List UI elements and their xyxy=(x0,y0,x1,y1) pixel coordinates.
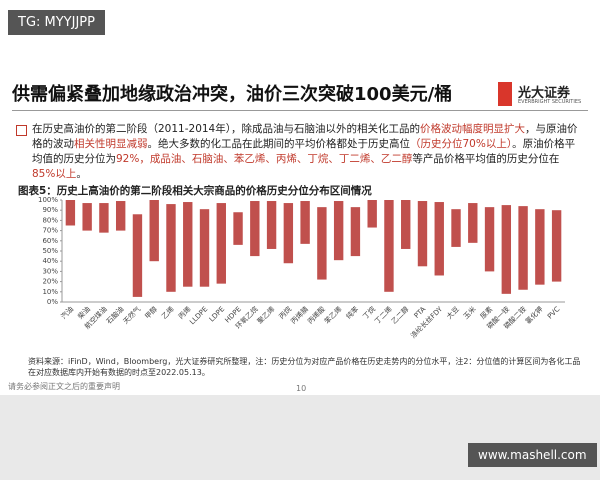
text: 。绝大多数的化工品在此期间的平均价格都处于历史高位 xyxy=(147,138,411,150)
highlight-text: 相关性明显减弱 xyxy=(74,138,148,150)
logo-mark xyxy=(498,82,512,106)
x-tick-label: 丁二烯 xyxy=(373,304,394,325)
text: 。 xyxy=(76,168,87,180)
range-bar xyxy=(535,209,545,285)
range-bar xyxy=(250,201,260,257)
x-tick-label: 苯乙烯 xyxy=(322,304,343,325)
y-tick-label: 60% xyxy=(42,237,58,245)
y-tick-label: 20% xyxy=(42,278,58,286)
highlight-text: （历史分位70%以上） xyxy=(410,138,513,150)
text: ，与原油价格的波动 xyxy=(32,123,578,150)
slide: 供需偏紧叠加地缘政治冲突，油价三次突破100美元/桶 光大证券 EVERBRIG… xyxy=(0,0,600,395)
x-tick-label: 涤纶长丝FDY xyxy=(409,304,445,340)
text: 。原油价格平均值的历史分位为 xyxy=(32,138,576,165)
x-tick-label: 甲醇 xyxy=(143,304,159,320)
range-bar xyxy=(350,207,361,257)
x-tick-label: 氯化钾 xyxy=(523,304,544,325)
x-tick-label: 聚乙烯 xyxy=(255,304,276,325)
x-tick-label: 丙烯酸 xyxy=(305,304,326,325)
range-bar xyxy=(82,203,92,231)
page-number: 10 xyxy=(296,384,307,393)
paragraph: 在历史高油价的第二阶段（2011-2014年），除成品油与石脑油以外的相关化工品… xyxy=(32,122,582,182)
highlight-text: 价格波动幅度明显扩大 xyxy=(419,123,525,135)
range-bar xyxy=(484,207,495,272)
watermark: www.mashell.com xyxy=(468,443,597,467)
y-tick-label: 30% xyxy=(42,267,58,275)
header-rule xyxy=(12,110,588,111)
x-tick-label: 汽油 xyxy=(59,304,75,320)
chart: 0%10%20%30%40%50%60%70%80%90%100%汽油 柴油航空煤… xyxy=(38,196,565,340)
range-bar xyxy=(417,201,428,267)
range-bar xyxy=(468,203,478,243)
range-bar xyxy=(401,200,411,249)
range-bar xyxy=(266,201,277,249)
range-bar xyxy=(518,206,528,290)
chart-title: 图表5：历史上高油价的第二阶段相关大宗商品的价格历史分位分布区间情况 xyxy=(18,185,372,197)
text: 等产品价格平均值的历史分位在 xyxy=(412,153,560,165)
x-tick-label: LDPE xyxy=(208,305,226,323)
y-tick-label: 40% xyxy=(42,257,58,265)
x-tick-label: 乙烯 xyxy=(160,304,176,320)
x-tick-label: LLDPE xyxy=(188,305,209,326)
y-tick-label: 100% xyxy=(38,196,58,204)
range-bar xyxy=(132,214,143,297)
range-bar xyxy=(283,203,294,264)
logo-sub: EVERBRIGHT SECURITIES xyxy=(518,99,582,105)
x-tick-label: 大豆 xyxy=(445,304,461,320)
source-note: 资料来源：iFinD，Wind，Bloomberg，光大证券研究所整理，注：历史… xyxy=(28,357,581,377)
range-bar xyxy=(451,209,461,247)
y-tick-label: 90% xyxy=(42,206,58,214)
range-bar xyxy=(333,201,344,261)
y-tick-label: 10% xyxy=(42,288,58,296)
y-tick-label: 80% xyxy=(42,216,58,224)
range-bar xyxy=(115,201,126,231)
highlight-text: 85%以上 xyxy=(32,168,77,180)
y-tick-label: 70% xyxy=(42,227,58,235)
x-tick-label: PVC xyxy=(546,305,562,321)
disclaimer: 请务必参阅正文之后的重要声明 xyxy=(8,382,120,391)
range-bar xyxy=(501,205,512,294)
range-bar xyxy=(65,200,76,226)
range-bar xyxy=(317,207,327,280)
x-tick-label: 石脑油 xyxy=(104,304,125,325)
watermark: TG: MYYJJPP xyxy=(8,10,105,35)
range-bar xyxy=(300,201,310,244)
x-tick-label: 乙二醇 xyxy=(389,304,410,325)
header-title: 供需偏紧叠加地缘政治冲突，油价三次突破100美元/桶 xyxy=(12,84,453,105)
bullet xyxy=(16,125,27,136)
x-tick-label: 天然气 xyxy=(121,304,142,325)
range-bar xyxy=(99,203,109,233)
range-bar xyxy=(384,200,394,292)
y-tick-label: 50% xyxy=(42,247,58,255)
range-bar xyxy=(199,209,210,287)
range-bar xyxy=(233,212,243,245)
highlight-text: 92%，成品油、石脑油、苯乙烯、丙烯、丁烷、丁二烯、乙二醇 xyxy=(116,153,413,165)
text: 在历史高油价的第二阶段（2011-2014年），除成品油与石脑油以外的相关化工品… xyxy=(32,123,420,135)
x-tick-label: 丙烯腈 xyxy=(289,304,310,325)
logo-name: 光大证券 xyxy=(518,86,571,101)
range-bar xyxy=(551,210,562,282)
range-bar xyxy=(149,200,159,262)
x-tick-label: 纯苯 xyxy=(344,304,360,320)
range-bar xyxy=(367,200,377,228)
range-bar xyxy=(166,204,176,292)
range-bar xyxy=(434,202,444,276)
y-tick-label: 0% xyxy=(47,298,58,306)
range-bar xyxy=(216,203,226,284)
range-bar xyxy=(183,202,193,287)
x-tick-label: 玉米 xyxy=(461,304,477,320)
